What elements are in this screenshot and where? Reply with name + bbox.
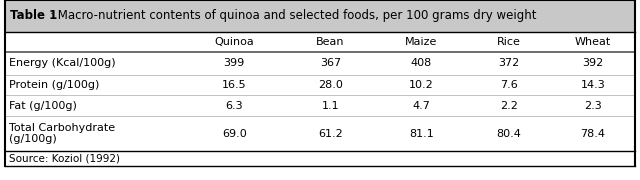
Text: Fat (g/100g): Fat (g/100g) (9, 101, 77, 111)
Text: 69.0: 69.0 (222, 129, 246, 139)
Text: Wheat: Wheat (575, 37, 611, 47)
Text: Table 1: Table 1 (10, 9, 58, 22)
Text: 78.4: 78.4 (580, 129, 605, 139)
Text: 14.3: 14.3 (580, 80, 605, 90)
Text: 399: 399 (223, 58, 245, 68)
Text: 61.2: 61.2 (318, 129, 343, 139)
Text: Energy (Kcal/100g): Energy (Kcal/100g) (9, 58, 116, 68)
Text: 367: 367 (320, 58, 341, 68)
Text: 7.6: 7.6 (500, 80, 518, 90)
Text: 408: 408 (411, 58, 432, 68)
Text: 6.3: 6.3 (225, 101, 243, 111)
Text: 1.1: 1.1 (322, 101, 339, 111)
Text: 81.1: 81.1 (409, 129, 434, 139)
Text: 392: 392 (582, 58, 604, 68)
Text: 2.2: 2.2 (500, 101, 518, 111)
Text: Source: Koziol (1992): Source: Koziol (1992) (9, 153, 120, 163)
Text: Rice: Rice (497, 37, 521, 47)
Text: 80.4: 80.4 (497, 129, 522, 139)
Text: 2.3: 2.3 (584, 101, 602, 111)
Text: Protein (g/100g): Protein (g/100g) (9, 80, 99, 90)
Text: 4.7: 4.7 (413, 101, 430, 111)
Bar (5, 31, 635, 166)
Text: : Macro-nutrient contents of quinoa and selected foods, per 100 grams dry weight: : Macro-nutrient contents of quinoa and … (50, 9, 536, 22)
Text: Bean: Bean (316, 37, 345, 47)
Bar (5, 0, 635, 31)
Text: Quinoa: Quinoa (214, 37, 254, 47)
Text: Maize: Maize (405, 37, 438, 47)
Text: Total Carbohydrate
(g/100g): Total Carbohydrate (g/100g) (9, 123, 115, 144)
Text: 372: 372 (499, 58, 520, 68)
Text: 16.5: 16.5 (222, 80, 246, 90)
Text: 10.2: 10.2 (409, 80, 434, 90)
Text: 28.0: 28.0 (318, 80, 343, 90)
